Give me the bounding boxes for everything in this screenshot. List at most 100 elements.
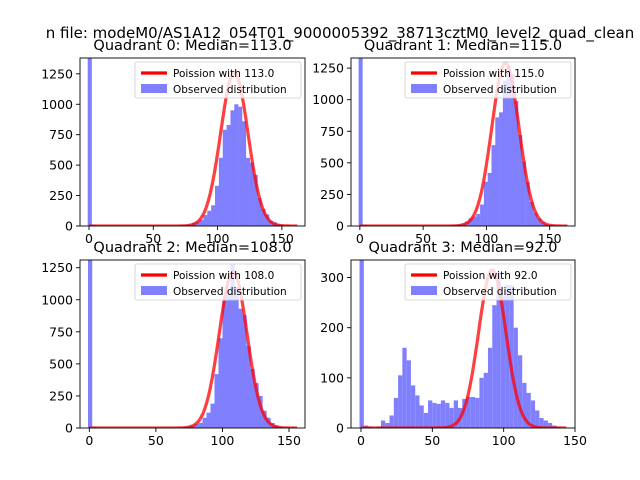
panel-1-bar [506,65,511,226]
panel-1-bar [480,204,485,226]
panel-2-ytick-label: 500 [49,356,73,371]
panel-1-bar [533,212,538,226]
legend-entry-observed: Observed distribution [173,84,287,96]
panel-0-ytick-label: 500 [49,158,73,173]
panel-0-ytick-label: 1000 [41,97,73,112]
panel-0-bar [230,110,235,226]
panel-0-bar [226,124,231,226]
panel-1-bar [525,181,530,226]
panel-1-bar [499,112,504,226]
panel-0-bar [249,162,254,226]
panel-3-bar [440,400,446,428]
panel-2: Quadrant 2: Median=108.0 0 50 100 150 0 250 500… [41,240,306,448]
panel-2-bar [194,424,199,428]
panel-3-bar [436,403,441,428]
panel-3-bar [428,400,433,428]
legend-entry-poisson: Poission with 108.0 [173,270,274,282]
panel-2-bar [250,369,255,428]
panel-3-bar [505,285,510,428]
panel-0-bar [211,205,216,226]
panel-3-histogram [359,260,561,428]
panel-3-bar [462,398,467,428]
panel-0-bar [207,210,212,226]
panel-3-ytick-label: 100 [320,370,344,385]
panel-3-bar [487,347,493,428]
panel-3-bar [496,272,501,428]
panel-3-bar [419,405,424,428]
panel-0-ytick-label: 750 [49,127,73,142]
panel-0-bar [242,121,247,226]
panel-2-bar [210,403,215,428]
panel-3-bar [402,347,407,428]
panel-2-ytick-label: 1000 [41,292,73,307]
panel-1-bar [510,74,515,226]
panel-3-bar [535,410,540,428]
panel-3-bar [445,402,450,428]
panel-0-ytick-label: 250 [49,188,73,203]
panel-0-poisson-line [89,70,298,226]
panel-2-xtick-label: 150 [277,433,301,448]
panel-0-bar [245,157,250,226]
panel-0-bar [218,157,223,226]
legend-patch-swatch [141,286,167,295]
panel-2-axes-frame [79,259,306,429]
panel-3-bar [547,422,553,428]
panel-3-bar [526,392,531,428]
panel-3-bar [359,260,364,428]
panel-1-title: Quadrant 1: Median=115.0 [364,38,562,54]
panel-2-bar [218,338,223,428]
panel-1-ytick-label: 1250 [312,61,344,76]
panel-3-poisson-line [361,268,567,428]
panel-0-bar [222,129,227,226]
panel-1-poisson-line [359,61,568,226]
panel-2-bar [202,417,207,428]
panel-3-bar [517,355,523,428]
panel-2-xtick-label: 0 [85,433,93,448]
panel-1-xtick-label: 0 [356,231,364,246]
panel-1-ytick-label: 500 [320,155,344,170]
legend-entry-poisson: Poission with 113.0 [173,68,274,80]
panel-0-bar [199,219,204,226]
panel-3-bar [432,402,437,428]
panel-1-ytick-label: 250 [320,187,344,202]
panel-1-axes-frame [350,57,576,227]
panel-3-xtick-label: 100 [492,433,516,448]
panel-2-bar [246,345,251,428]
panel-0-xtick-label: 100 [206,231,230,246]
panel-3-bar [543,420,548,428]
legend-entry-observed: Observed distribution [443,84,557,96]
panel-3-bar [513,327,518,428]
figure-suptitle: n file: modeM0/AS1A12_054T01_9000005392_… [46,24,635,43]
panel-3-axes-frame [350,259,576,429]
panel-1-ytick-label: 0 [336,219,344,234]
panel-1: Quadrant 1: Median=115.0 0 50 100 150 0 250 500… [312,38,576,246]
panel-1-bar [495,117,500,226]
panel-3-ytick-label: 0 [336,421,344,436]
panel-1-bar [483,181,488,226]
panel-1-xtick-label: 150 [538,231,562,246]
panel-3-bar [539,417,544,428]
panel-2-ytick-label: 750 [49,324,73,339]
panel-2-bar [222,301,227,428]
panel-0-ytick-label: 0 [65,219,73,234]
panel-3-ytick-label: 200 [320,320,344,335]
panel-1-ytick-label: 750 [320,124,344,139]
panel-1-bar [514,100,519,226]
panel-3-title: Quadrant 3: Median=92.0 [369,240,558,256]
panel-1-bar [529,202,534,226]
panel-0-legend: Poission with 113.0 Observed distribution [134,61,302,99]
panel-3-bar [380,420,386,428]
panel-0-ytick-label: 1250 [41,66,73,81]
panel-1-bar [521,161,526,226]
panel-0-bar [261,208,266,226]
panel-2-bar [254,383,259,428]
panel-2-histogram [87,260,287,428]
panel-3-xtick-label: 0 [357,433,365,448]
panel-0-bar [265,214,270,226]
legend-entry-observed: Observed distribution [173,286,287,298]
panel-0-bar [257,198,262,226]
panel-0-bar [87,58,92,226]
panel-1-ytick-label: 1000 [312,92,344,107]
panel-1-xtick-label: 50 [415,231,431,246]
